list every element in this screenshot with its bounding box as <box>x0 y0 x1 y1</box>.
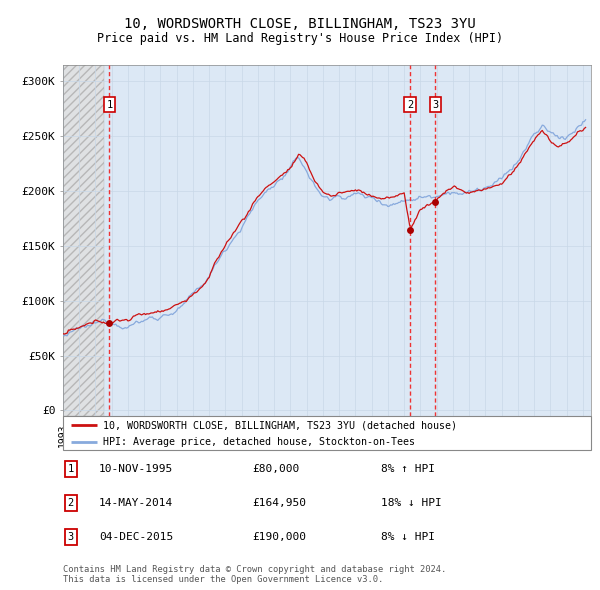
Text: £80,000: £80,000 <box>252 464 299 474</box>
Text: 2: 2 <box>407 100 413 110</box>
Text: 8% ↑ HPI: 8% ↑ HPI <box>381 464 435 474</box>
Text: Price paid vs. HM Land Registry's House Price Index (HPI): Price paid vs. HM Land Registry's House … <box>97 32 503 45</box>
Text: 10, WORDSWORTH CLOSE, BILLINGHAM, TS23 3YU: 10, WORDSWORTH CLOSE, BILLINGHAM, TS23 3… <box>124 17 476 31</box>
Text: 10-NOV-1995: 10-NOV-1995 <box>99 464 173 474</box>
Text: HPI: Average price, detached house, Stockton-on-Tees: HPI: Average price, detached house, Stoc… <box>103 437 415 447</box>
Text: 04-DEC-2015: 04-DEC-2015 <box>99 532 173 542</box>
Text: 14-MAY-2014: 14-MAY-2014 <box>99 498 173 508</box>
Text: £164,950: £164,950 <box>252 498 306 508</box>
Text: 3: 3 <box>68 532 74 542</box>
Text: Contains HM Land Registry data © Crown copyright and database right 2024.
This d: Contains HM Land Registry data © Crown c… <box>63 565 446 584</box>
Text: 8% ↓ HPI: 8% ↓ HPI <box>381 532 435 542</box>
Bar <box>63 65 104 416</box>
Text: 3: 3 <box>432 100 439 110</box>
Text: 2: 2 <box>68 498 74 508</box>
Text: £190,000: £190,000 <box>252 532 306 542</box>
Text: 1: 1 <box>106 100 113 110</box>
Text: 10, WORDSWORTH CLOSE, BILLINGHAM, TS23 3YU (detached house): 10, WORDSWORTH CLOSE, BILLINGHAM, TS23 3… <box>103 420 457 430</box>
Text: 18% ↓ HPI: 18% ↓ HPI <box>381 498 442 508</box>
Text: 1: 1 <box>68 464 74 474</box>
